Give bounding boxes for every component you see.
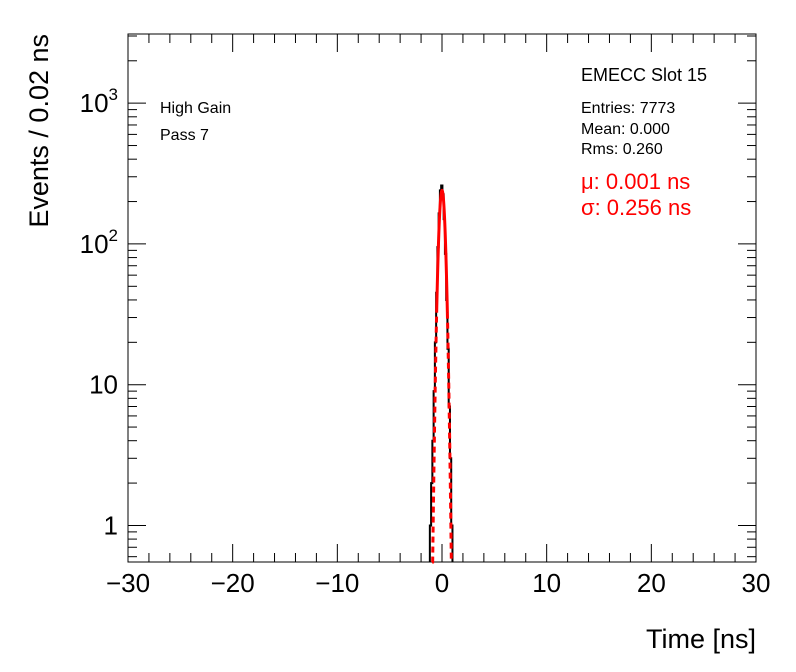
y-tick-label: 1 [104, 510, 118, 540]
x-tick-label: 20 [637, 568, 666, 598]
y-axis-title: Events / 0.02 ns [24, 34, 54, 228]
fit-curve-right-tail [445, 312, 453, 564]
annotation-gain: High Gain [160, 100, 231, 117]
y-tick-label: 10 [89, 370, 118, 400]
fit-curve-core [435, 188, 449, 313]
stat-rms: Rms: 0.260 [581, 141, 663, 158]
chart-title: EMECC Slot 15 [581, 65, 707, 85]
fit-sigma-label: σ: 0.256 ns [581, 195, 691, 220]
y-tick-label: 103 [80, 85, 118, 118]
x-tick-label: 0 [435, 568, 449, 598]
y-tick-label: 102 [80, 226, 118, 259]
fit-curve-left-tail [431, 312, 439, 564]
x-tick-label: −20 [211, 568, 255, 598]
x-tick-label: −10 [315, 568, 359, 598]
annotation-pass: Pass 7 [160, 127, 209, 144]
x-tick-label: 10 [532, 568, 561, 598]
x-axis-title: Time [ns] [646, 624, 756, 654]
fit-mu-label: μ: 0.001 ns [581, 169, 690, 194]
x-tick-label: −30 [106, 568, 150, 598]
x-tick-label: 30 [742, 568, 771, 598]
stat-entries: Entries: 7773 [581, 100, 675, 117]
stat-mean: Mean: 0.000 [581, 121, 670, 138]
